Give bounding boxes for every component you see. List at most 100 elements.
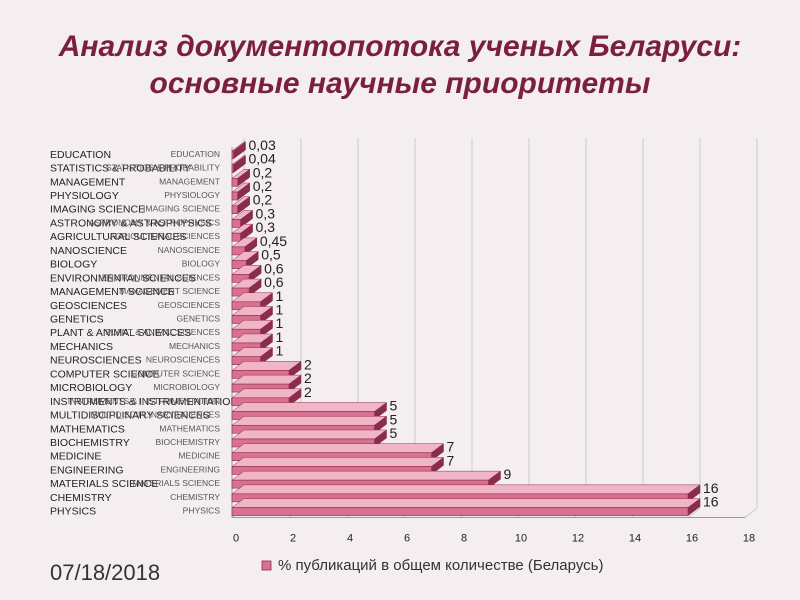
bar-top <box>231 484 701 495</box>
legend-swatch <box>261 560 272 571</box>
data-label: 0,04 <box>249 151 276 167</box>
slide-title: Анализ документопотока ученых Беларуси: … <box>0 28 800 102</box>
data-label: 1 <box>276 302 284 318</box>
category-axis-label: MATERIALS SCIENCE <box>132 478 220 488</box>
data-label: 0,3 <box>256 205 276 221</box>
category-label: MATHEMATICS <box>50 423 125 435</box>
data-label: 0,6 <box>264 274 284 290</box>
x-tick-label: 6 <box>404 532 410 544</box>
bar <box>231 260 247 269</box>
category-axis-label: CHEMISTRY <box>170 492 220 502</box>
data-label: 0,5 <box>261 247 281 263</box>
category-label: MEDICINE <box>50 451 101 463</box>
category-label: EDUCATION <box>50 149 111 161</box>
data-label: 0,3 <box>256 219 276 235</box>
gridline-floor <box>687 508 701 518</box>
category-axis-label: BIOCHEMISTRY <box>155 437 220 447</box>
category-label: GENETICS <box>50 314 104 326</box>
category-label: GEOSCIENCES <box>50 300 127 312</box>
bar-top <box>231 470 502 481</box>
category-label: NANOSCIENCE <box>50 245 127 257</box>
category-label: MANAGEMENT <box>50 176 126 188</box>
bar-top <box>231 457 445 467</box>
category-axis-label: IMAGING SCIENCE <box>143 204 220 214</box>
category-label: MULTIDISCIPLINARY SCIENCES <box>50 410 210 422</box>
category-label: ENGINEERING <box>50 464 124 476</box>
data-label: 1 <box>276 288 284 304</box>
category-axis-label: GEOSCIENCES <box>158 300 221 310</box>
bar-top <box>231 443 445 453</box>
title-line-2: основные научные приоритеты <box>149 67 651 100</box>
category-axis-label: NEUROSCIENCES <box>146 355 220 365</box>
category-label: INSTRUMENTS & INSTRUMENTATION <box>50 396 238 408</box>
category-axis-label: PLANT & ANIMAL SCIENCES <box>106 327 221 337</box>
data-label: 16 <box>703 494 719 510</box>
category-label: AGRICULTURAL SCIENCES <box>50 231 187 243</box>
data-label: 16 <box>703 480 719 496</box>
category-label: PHYSIOLOGY <box>50 190 119 202</box>
category-axis-label: MANAGEMENT <box>159 176 220 186</box>
category-label: NEUROSCIENCES <box>50 355 142 367</box>
x-tick-label: 16 <box>686 532 698 544</box>
category-axis-label: MECHANICS <box>169 341 220 351</box>
category-label: MANAGEMENT SCIENCE <box>50 286 175 298</box>
x-tick-label: 8 <box>461 532 467 544</box>
category-axis-label: INSTRUMENTS & INSTRUMENTATION <box>68 396 220 406</box>
x-tick-label: 10 <box>515 532 527 544</box>
data-label: 0,03 <box>249 137 276 153</box>
bar <box>231 205 238 215</box>
bar <box>231 219 241 228</box>
category-axis-label: STATISTICS & PROBABILITY <box>106 163 220 173</box>
data-label: 7 <box>447 439 455 455</box>
category-axis-label: BIOLOGY <box>182 259 221 269</box>
x-tick-label: 4 <box>347 532 353 544</box>
category-label: ENVIRONMENTAL SCIENCES <box>50 272 196 284</box>
bar <box>231 232 241 242</box>
bar <box>231 150 234 160</box>
bar <box>231 164 234 173</box>
bar-top <box>231 429 388 440</box>
bar-top <box>231 416 388 426</box>
x-tick-label: 14 <box>629 532 641 544</box>
data-label: 2 <box>304 370 312 386</box>
data-label: 2 <box>304 356 312 372</box>
bar <box>231 246 246 256</box>
x-tick-label: 2 <box>290 532 296 544</box>
category-axis-label: NANOSCIENCE <box>158 245 221 255</box>
category-axis-label: AGRICULTURAL SCIENCES <box>109 231 220 241</box>
x-tick-label: 12 <box>572 532 584 544</box>
x-tick-label: 0 <box>233 532 239 544</box>
data-label: 0,6 <box>264 260 284 276</box>
category-axis-label: GENETICS <box>177 314 221 324</box>
category-label: MECHANICS <box>50 341 113 353</box>
bar <box>231 191 238 201</box>
data-label: 5 <box>390 398 398 414</box>
category-label: MATERIALS SCIENCE <box>50 478 158 490</box>
data-label: 2 <box>304 384 312 400</box>
category-label: BIOLOGY <box>50 259 97 271</box>
bar-top <box>231 402 388 412</box>
category-axis-label: MULTIDISCIPLINARY SCIENCES <box>91 410 221 420</box>
data-label: 0,45 <box>260 233 287 249</box>
data-label: 0,2 <box>253 164 273 180</box>
data-label: 5 <box>390 425 398 441</box>
bar <box>231 178 238 187</box>
data-label: 1 <box>276 343 284 359</box>
slide-date: 07/18/2018 <box>50 560 161 585</box>
bar-top <box>231 498 701 508</box>
data-label: 5 <box>390 411 398 427</box>
category-label: PHYSICS <box>50 506 96 518</box>
category-axis-label: ENVIRONMENTAL SCIENCES <box>102 272 220 282</box>
category-label: CHEMISTRY <box>50 492 112 504</box>
category-axis-label: PHYSIOLOGY <box>164 190 220 200</box>
category-axis-label: ENGINEERING <box>160 464 220 474</box>
data-label: 0,2 <box>253 178 273 194</box>
data-label: 0,2 <box>253 192 273 208</box>
category-axis-label: MICROBIOLOGY <box>153 382 220 392</box>
category-axis-label: PHYSICS <box>183 506 221 516</box>
title-line-1: Анализ документопотока ученых Беларуси: <box>58 30 742 63</box>
category-axis-label: COMPUTER SCIENCE <box>131 368 220 378</box>
data-label: 1 <box>276 329 284 345</box>
category-label: STATISTICS & PROBABILITY <box>50 163 191 175</box>
